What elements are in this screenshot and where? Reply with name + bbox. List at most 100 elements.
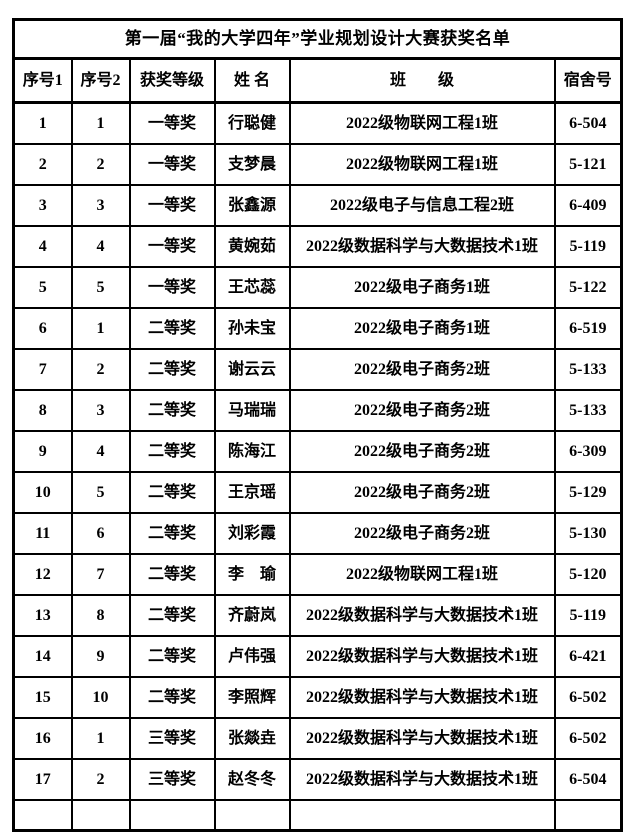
cell-award: 二等奖: [128, 512, 216, 555]
page-title: 第一届“我的大学四年”学业规划设计大赛获奖名单: [12, 18, 623, 60]
cell-no1: 7: [12, 348, 73, 391]
table-row: 1 1 一等奖 行聪健 2022级物联网工程1班 6-504: [12, 101, 623, 145]
cell-no1: 9: [12, 430, 73, 473]
cell-class: 2022级物联网工程1班: [288, 143, 556, 186]
cell-empty: [213, 799, 291, 831]
cell-dorm: 6-421: [553, 635, 623, 678]
cell-no1: 14: [12, 635, 73, 678]
cell-name: 马瑞瑞: [213, 389, 291, 432]
cell-no2: 5: [70, 471, 131, 514]
header-name: 姓 名: [213, 57, 291, 104]
cell-name: 齐蔚岚: [213, 594, 291, 637]
cell-dorm: 5-133: [553, 348, 623, 391]
table-row: 6 1 二等奖 孙未宝 2022级电子商务1班 6-519: [12, 307, 623, 350]
cell-award: 一等奖: [128, 225, 216, 268]
cell-no1: 6: [12, 307, 73, 350]
cell-award: 二等奖: [128, 389, 216, 432]
table-row: 16 1 三等奖 张燚垚 2022级数据科学与大数据技术1班 6-502: [12, 717, 623, 760]
cell-award: 二等奖: [128, 635, 216, 678]
header-row: 序号1 序号2 获奖等级 姓 名 班 级 宿舍号: [12, 57, 623, 104]
table-row: 5 5 一等奖 王芯蕊 2022级电子商务1班 5-122: [12, 266, 623, 309]
cell-no1: 13: [12, 594, 73, 637]
cell-no1: 8: [12, 389, 73, 432]
cell-no1: 16: [12, 717, 73, 760]
cell-dorm: 5-133: [553, 389, 623, 432]
cell-no2: 1: [70, 717, 131, 760]
cell-dorm: 6-504: [553, 758, 623, 801]
cell-empty: [12, 799, 73, 831]
table-row: 10 5 二等奖 王京瑶 2022级电子商务2班 5-129: [12, 471, 623, 514]
cell-award: 一等奖: [128, 266, 216, 309]
cell-no2: 1: [70, 101, 131, 145]
cell-class: 2022级电子商务2班: [288, 348, 556, 391]
cell-no2: 3: [70, 184, 131, 227]
cell-name: 谢云云: [213, 348, 291, 391]
cell-no2: 4: [70, 225, 131, 268]
cell-no1: 5: [12, 266, 73, 309]
cell-dorm: 6-519: [553, 307, 623, 350]
cell-class: 2022级数据科学与大数据技术1班: [288, 635, 556, 678]
cell-award: 二等奖: [128, 471, 216, 514]
award-table: 第一届“我的大学四年”学业规划设计大赛获奖名单 序号1 序号2 获奖等级 姓 名…: [12, 18, 624, 832]
cell-dorm: 5-119: [553, 594, 623, 637]
cell-dorm: 6-409: [553, 184, 623, 227]
cell-class: 2022级电子商务2班: [288, 471, 556, 514]
cell-no1: 12: [12, 553, 73, 596]
cell-class: 2022级电子商务1班: [288, 307, 556, 350]
cell-no2: 7: [70, 553, 131, 596]
cell-empty: [288, 799, 556, 831]
cell-no2: 3: [70, 389, 131, 432]
header-no1: 序号1: [12, 57, 73, 104]
cell-dorm: 6-504: [553, 101, 623, 145]
cell-dorm: 6-502: [553, 717, 623, 760]
cell-dorm: 5-130: [553, 512, 623, 555]
cell-class: 2022级数据科学与大数据技术1班: [288, 594, 556, 637]
cell-no2: 1: [70, 307, 131, 350]
cell-no2: 2: [70, 758, 131, 801]
table-row: 7 2 二等奖 谢云云 2022级电子商务2班 5-133: [12, 348, 623, 391]
cell-award: 二等奖: [128, 594, 216, 637]
cell-empty: [70, 799, 131, 831]
cell-no2: 8: [70, 594, 131, 637]
cell-dorm: 5-122: [553, 266, 623, 309]
cell-no2: 4: [70, 430, 131, 473]
table-row: 15 10 二等奖 李照辉 2022级数据科学与大数据技术1班 6-502: [12, 676, 623, 719]
cell-name: 张鑫源: [213, 184, 291, 227]
table-row: 4 4 一等奖 黄婉茹 2022级数据科学与大数据技术1班 5-119: [12, 225, 623, 268]
table-row: 8 3 二等奖 马瑞瑞 2022级电子商务2班 5-133: [12, 389, 623, 432]
cell-class: 2022级电子商务2班: [288, 389, 556, 432]
table-row: 11 6 二等奖 刘彩霞 2022级电子商务2班 5-130: [12, 512, 623, 555]
table-row: 2 2 一等奖 支梦晨 2022级物联网工程1班 5-121: [12, 143, 623, 186]
cell-class: 2022级物联网工程1班: [288, 553, 556, 596]
cell-no1: 1: [12, 101, 73, 145]
table-row: 17 2 三等奖 赵冬冬 2022级数据科学与大数据技术1班 6-504: [12, 758, 623, 801]
cell-no1: 15: [12, 676, 73, 719]
document-page: 第一届“我的大学四年”学业规划设计大赛获奖名单 序号1 序号2 获奖等级 姓 名…: [12, 18, 624, 832]
cell-no1: 3: [12, 184, 73, 227]
cell-dorm: 5-129: [553, 471, 623, 514]
cell-no2: 2: [70, 348, 131, 391]
table-row: 12 7 二等奖李 瑜 2022级物联网工程1班 5-120: [12, 553, 623, 596]
cell-class: 2022级数据科学与大数据技术1班: [288, 758, 556, 801]
cell-dorm: 5-120: [553, 553, 623, 596]
cell-name: 王芯蕊: [213, 266, 291, 309]
cell-no2: 2: [70, 143, 131, 186]
cell-no2: 5: [70, 266, 131, 309]
cell-award: 二等奖: [128, 307, 216, 350]
cell-no2: 6: [70, 512, 131, 555]
cell-award: 三等奖: [128, 717, 216, 760]
cell-name: 孙未宝: [213, 307, 291, 350]
cell-class: 2022级电子与信息工程2班: [288, 184, 556, 227]
cell-class: 2022级数据科学与大数据技术1班: [288, 717, 556, 760]
cell-no2: 10: [70, 676, 131, 719]
cell-name: 支梦晨: [213, 143, 291, 186]
cell-class: 2022级物联网工程1班: [288, 101, 556, 145]
cell-name: 卢伟强: [213, 635, 291, 678]
cell-name: 张燚垚: [213, 717, 291, 760]
cell-no1: 10: [12, 471, 73, 514]
table-row: 14 9 二等奖 卢伟强 2022级数据科学与大数据技术1班 6-421: [12, 635, 623, 678]
cell-award: 二等奖: [128, 348, 216, 391]
cell-award: 一等奖: [128, 101, 216, 145]
header-class: 班 级: [288, 57, 556, 104]
cell-empty: [128, 799, 216, 831]
